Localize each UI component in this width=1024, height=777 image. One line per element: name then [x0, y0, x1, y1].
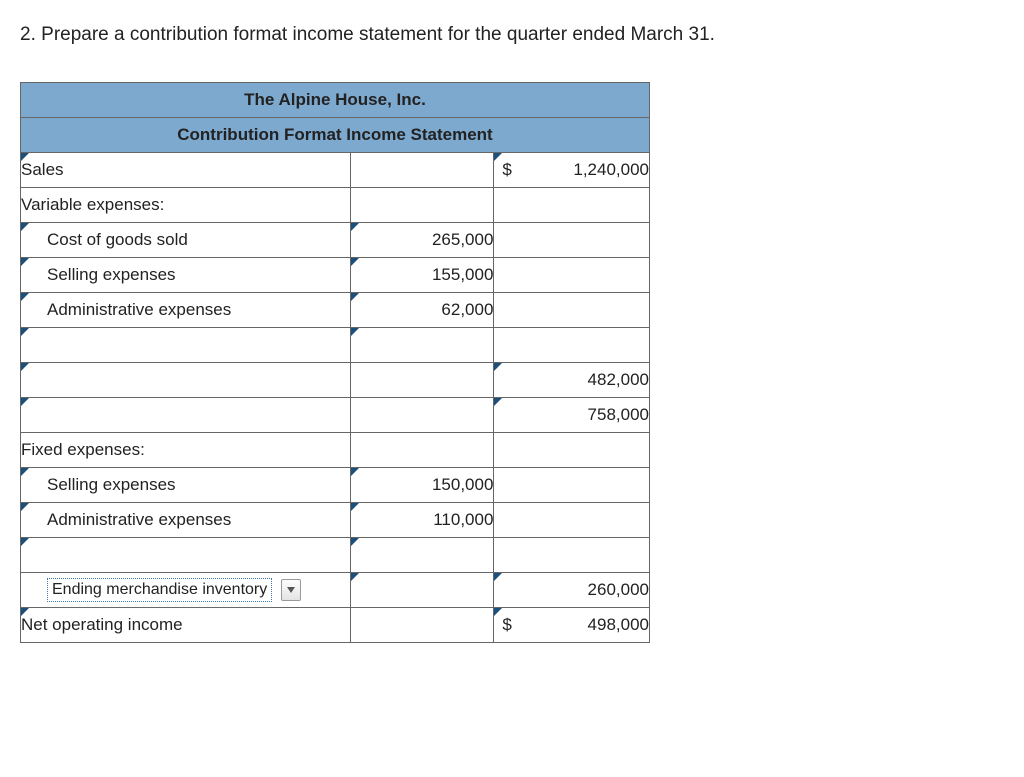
sell-exp-label: Selling expenses	[47, 265, 176, 284]
noi-label-cell[interactable]: Net operating income	[21, 608, 351, 643]
sales-value: 1,240,000	[573, 160, 649, 180]
admin-exp-label-cell[interactable]: Administrative expenses	[21, 293, 351, 328]
f-admin-value: 110,000	[433, 510, 493, 529]
var-exp-colA[interactable]	[350, 188, 494, 223]
total-fixed-value: 260,000	[588, 580, 649, 599]
admin-exp-value-cell[interactable]: 62,000	[350, 293, 494, 328]
var-exp-label: Variable expenses:	[21, 188, 351, 223]
company-header: The Alpine House, Inc.	[21, 83, 650, 118]
f-sell-value-cell[interactable]: 150,000	[350, 468, 494, 503]
fixed-label: Fixed expenses:	[21, 433, 351, 468]
cm-value-cell[interactable]: 758,000	[494, 398, 650, 433]
row-selling-exp: Selling expenses 155,000	[21, 258, 650, 293]
row-fixed-expenses: Fixed expenses:	[21, 433, 650, 468]
noi-value-cell[interactable]: $ 498,000	[494, 608, 650, 643]
total-fixed-value-cell[interactable]: 260,000	[494, 573, 650, 608]
dropdown-button[interactable]	[281, 579, 301, 601]
sales-value-cell[interactable]: $ 1,240,000	[494, 153, 650, 188]
total-var-label[interactable]	[21, 363, 351, 398]
noi-colA[interactable]	[350, 608, 494, 643]
row-fixed-admin: Administrative expenses 110,000	[21, 503, 650, 538]
dropdown-selected-label: Ending merchandise inventory	[47, 578, 272, 602]
blank2-label[interactable]	[21, 538, 351, 573]
sell-exp-colB[interactable]	[494, 258, 650, 293]
blank2-colB[interactable]	[494, 538, 650, 573]
cogs-label-cell[interactable]: Cost of goods sold	[21, 223, 351, 258]
question-number: 2.	[20, 24, 36, 45]
total-var-value: 482,000	[588, 370, 649, 389]
sales-label: Sales	[21, 160, 64, 179]
noi-value: 498,000	[588, 615, 649, 635]
sales-colA[interactable]	[350, 153, 494, 188]
f-sell-label: Selling expenses	[47, 475, 176, 494]
noi-currency: $	[502, 615, 511, 635]
f-sell-value: 150,000	[432, 475, 493, 494]
sell-exp-value-cell[interactable]: 155,000	[350, 258, 494, 293]
row-dropdown: Ending merchandise inventory 260,000	[21, 573, 650, 608]
blank1-colB[interactable]	[494, 328, 650, 363]
question-prompt: 2. Prepare a contribution format income …	[20, 24, 1004, 46]
row-admin-exp: Administrative expenses 62,000	[21, 293, 650, 328]
cm-value: 758,000	[588, 405, 649, 424]
row-noi: Net operating income $ 498,000	[21, 608, 650, 643]
fixed-colB[interactable]	[494, 433, 650, 468]
row-variable-expenses: Variable expenses:	[21, 188, 650, 223]
blank2-colA[interactable]	[350, 538, 494, 573]
row-fixed-selling: Selling expenses 150,000	[21, 468, 650, 503]
cogs-label: Cost of goods sold	[47, 230, 188, 249]
f-admin-value-cell[interactable]: 110,000	[350, 503, 494, 538]
noi-label: Net operating income	[21, 615, 183, 634]
question-text: Prepare a contribution format income sta…	[41, 24, 715, 45]
total-var-value-cell[interactable]: 482,000	[494, 363, 650, 398]
fixed-colA[interactable]	[350, 433, 494, 468]
cm-colA[interactable]	[350, 398, 494, 433]
row-sales: Sales $ 1,240,000	[21, 153, 650, 188]
f-admin-label-cell[interactable]: Administrative expenses	[21, 503, 351, 538]
f-sell-label-cell[interactable]: Selling expenses	[21, 468, 351, 503]
f-admin-label: Administrative expenses	[47, 510, 231, 529]
sell-exp-value: 155,000	[432, 265, 493, 284]
var-exp-colB[interactable]	[494, 188, 650, 223]
sell-exp-label-cell[interactable]: Selling expenses	[21, 258, 351, 293]
dropdown-cell[interactable]: Ending merchandise inventory	[21, 573, 351, 608]
admin-exp-label: Administrative expenses	[47, 300, 231, 319]
sales-label-cell[interactable]: Sales	[21, 153, 351, 188]
row-blank2	[21, 538, 650, 573]
dropdown-colA[interactable]	[350, 573, 494, 608]
admin-exp-value: 62,000	[441, 300, 493, 319]
sales-currency: $	[502, 160, 511, 180]
cogs-colB[interactable]	[494, 223, 650, 258]
blank1-label[interactable]	[21, 328, 351, 363]
statement-title: Contribution Format Income Statement	[21, 118, 650, 153]
blank1-colA[interactable]	[350, 328, 494, 363]
cogs-value-cell[interactable]: 265,000	[350, 223, 494, 258]
f-sell-colB[interactable]	[494, 468, 650, 503]
cogs-value: 265,000	[432, 230, 493, 249]
admin-exp-colB[interactable]	[494, 293, 650, 328]
row-cogs: Cost of goods sold 265,000	[21, 223, 650, 258]
row-blank1	[21, 328, 650, 363]
total-var-colA[interactable]	[350, 363, 494, 398]
income-statement-table: The Alpine House, Inc. Contribution Form…	[20, 82, 650, 643]
row-total-variable: 482,000	[21, 363, 650, 398]
chevron-down-icon	[287, 587, 295, 593]
cm-label[interactable]	[21, 398, 351, 433]
f-admin-colB[interactable]	[494, 503, 650, 538]
row-contribution-margin: 758,000	[21, 398, 650, 433]
